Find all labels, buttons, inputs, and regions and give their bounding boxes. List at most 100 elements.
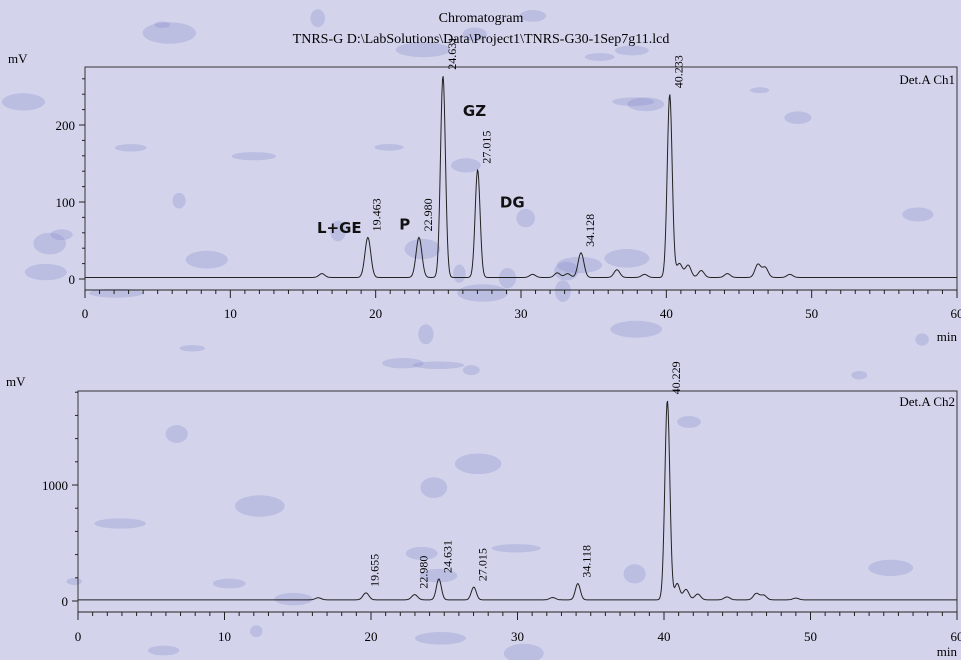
paper-spot [231,152,277,161]
y-tick-label: 100 [56,195,76,210]
peak-label: 22.980 [416,556,430,589]
paper-spot [234,495,285,517]
paper-spot [454,453,502,475]
paper-spot [395,42,451,58]
chart-subtitle: TNRS-G D:\LabSolutions\Data\Project1\TNR… [293,32,670,47]
paper-spot [114,144,147,152]
x-tick-label: 10 [218,629,231,644]
paper-spot [24,263,67,281]
handwritten-annotation: DG [500,193,525,211]
x-tick-label: 0 [82,306,89,321]
paper-spot [627,97,665,112]
paper-spot [185,250,228,269]
x-tick-label: 10 [224,306,237,321]
paper-spot [498,268,517,289]
peak-label: 22.980 [421,198,435,231]
paper-spot [412,361,465,370]
paper-spot [491,544,541,553]
x-tick-label: 40 [658,629,671,644]
x-tick-label: 30 [515,306,528,321]
paper-spot [419,568,458,583]
paper-spot [604,248,650,268]
paper-spot [453,264,466,283]
paper-spot [503,643,544,660]
x-tick-label: 0 [75,629,82,644]
paper-spot [274,592,313,606]
peak-label: 27.015 [476,548,490,581]
peak-label: 24.631 [441,540,455,573]
x-axis-unit-label: min [937,644,958,659]
peak-label: 27.015 [479,131,493,164]
y-tick-label: 200 [56,118,76,133]
paper-spot [516,208,536,228]
y-axis-label: mV [6,374,26,389]
paper-spot [457,284,508,302]
paper-spot [382,358,424,369]
paper-spot [418,324,434,345]
paper-spot [612,97,655,106]
paper-spot [404,238,441,260]
peak-label: 24.631 [445,37,459,70]
paper-spot [310,9,326,28]
peak-label: 34.118 [580,545,594,578]
paper-spot [784,111,812,124]
paper-spot [556,256,603,274]
peak-label: 40.229 [669,361,683,394]
paper-spot [165,425,188,443]
chromatogram-panel-ch2: mV Det.A Ch2 min 0 1000 0 10 20 30 40 50 60 19.655 22… [6,361,961,659]
paper-texture [1,9,934,660]
paper-spot [66,578,82,585]
x-tick-label: 40 [660,306,673,321]
paper-spot [462,365,480,376]
x-tick-label: 50 [804,629,817,644]
paper-spot [415,632,466,645]
paper-spot [915,333,929,346]
y-tick-label: 0 [62,594,69,609]
paper-spot [868,559,914,577]
paper-spot [610,320,663,338]
x-axis-unit-label: min [937,329,958,344]
chromatogram-trace [85,76,957,278]
peak-label: 19.655 [368,554,382,587]
paper-spot [750,87,770,94]
paper-spot [614,45,649,56]
peak-label: 40.233 [672,55,686,88]
paper-spot [420,477,448,498]
paper-spot [554,280,571,302]
paper-spot [374,144,404,151]
y-tick-label: 1000 [42,478,68,493]
detector-label: Det.A Ch2 [899,394,955,409]
paper-spot [142,22,196,44]
x-tick-label: 50 [805,306,818,321]
paper-spot [33,232,66,255]
paper-spot [147,645,180,656]
x-tick-label: 60 [951,306,961,321]
paper-spot [212,578,246,589]
paper-spot [154,21,170,28]
chromatogram-panel-ch1: mV Det.A Ch1 min 0 100 200 0 10 20 30 40 50 60 19.463… [8,37,961,344]
x-tick-label: 30 [511,629,524,644]
paper-spot [330,220,346,242]
paper-spot [451,158,481,173]
paper-spot [94,518,146,529]
paper-spot [902,207,934,222]
paper-spot [584,53,615,61]
chart-title: Chromatogram [439,11,524,26]
y-tick-label: 0 [69,272,76,287]
x-tick-label: 20 [369,306,382,321]
paper-spot [179,345,206,352]
paper-spot [89,288,144,298]
handwritten-annotation: L+GE [317,219,362,237]
paper-spot [50,229,73,241]
handwritten-annotation: P [399,216,410,234]
peak-label: 19.463 [370,198,384,231]
x-tick-label: 20 [365,629,378,644]
paper-spot [250,625,263,638]
peak-label: 34.128 [583,214,597,247]
handwritten-annotation: GZ [463,102,486,120]
detector-label: Det.A Ch1 [899,72,955,87]
paper-spot [519,10,547,22]
paper-spot [405,546,438,560]
paper-spot [677,416,701,428]
